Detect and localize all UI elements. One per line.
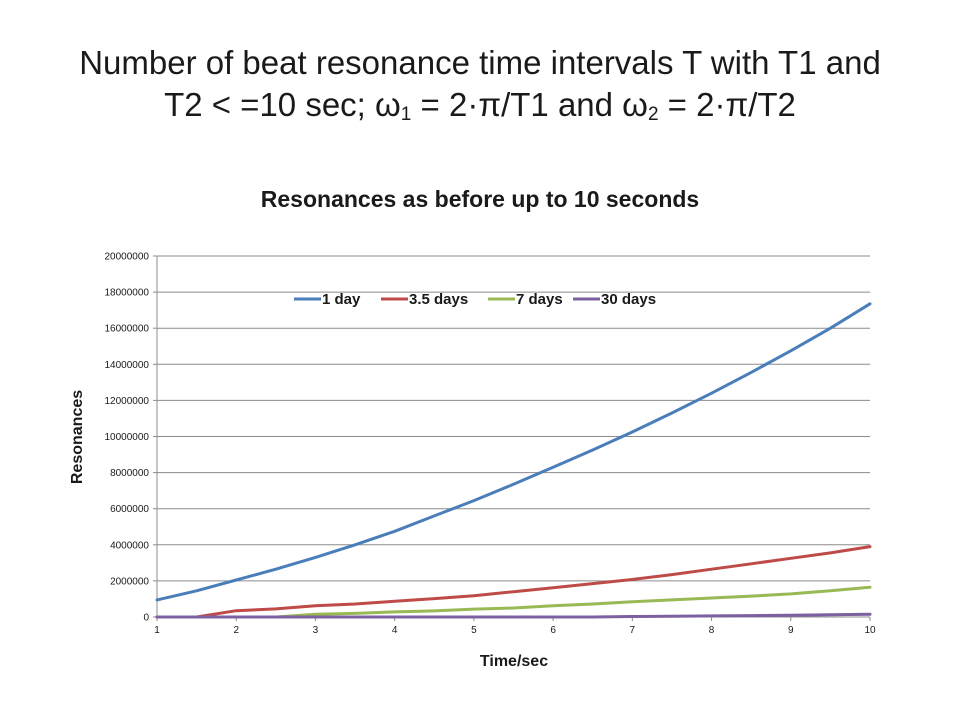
x-tick-label: 2 <box>233 625 239 636</box>
y-tick-label: 20000000 <box>105 252 150 263</box>
slide-title-part: = 2·π/T2 <box>658 86 796 123</box>
y-tick-labels: 0 2000000 4000000 6000000 8000000 10000000 120… <box>105 252 150 624</box>
x-axis-label: Time/sec <box>480 653 548 670</box>
legend-item: 3.5 days <box>381 291 468 308</box>
series-line-3-5-days <box>155 545 872 619</box>
series-line-30-days <box>155 612 872 619</box>
legend-item: 30 days <box>573 291 656 308</box>
y-tick-label: 10000000 <box>105 432 150 443</box>
x-tick-label: 9 <box>788 625 794 636</box>
legend-item: 1 day <box>294 291 361 308</box>
legend-label: 3.5 days <box>409 291 468 308</box>
y-axis-label: Resonances <box>69 390 86 484</box>
axes <box>153 255 871 621</box>
y-tick-label: 6000000 <box>110 504 149 515</box>
y-tick-label: 18000000 <box>105 288 150 299</box>
slide-title: Number of beat resonance time intervals … <box>20 42 940 126</box>
slide-title-part: T2 < =10 sec; ω <box>164 86 401 123</box>
y-tick-label: 0 <box>143 613 149 624</box>
x-tick-label: 10 <box>864 625 876 636</box>
x-tick-label: 5 <box>471 625 477 636</box>
subscript-1: 1 <box>400 104 412 125</box>
series-line-1-day <box>155 302 872 602</box>
y-tick-label: 16000000 <box>105 324 150 335</box>
y-tick-label: 14000000 <box>105 360 150 371</box>
legend-item: 7 days <box>488 291 563 308</box>
y-tick-label: 4000000 <box>110 540 149 551</box>
x-tick-labels: 1 2 3 4 5 6 7 8 9 10 <box>154 625 876 636</box>
slide-title-line2: T2 < =10 sec; ω1 = 2·π/T1 and ω2 = 2·π/T… <box>20 84 940 126</box>
x-tick-label: 6 <box>550 625 556 636</box>
slide-title-part: = 2·π/T1 and ω <box>411 86 648 123</box>
legend-label: 30 days <box>601 291 656 308</box>
y-tick-label: 8000000 <box>110 468 149 479</box>
y-tick-label: 2000000 <box>110 576 149 587</box>
x-tick-label: 7 <box>630 625 636 636</box>
series-lines <box>155 302 872 619</box>
x-tick-label: 8 <box>709 625 715 636</box>
legend-label: 7 days <box>516 291 563 308</box>
y-tick-label: 12000000 <box>105 396 150 407</box>
x-tick-label: 1 <box>154 625 160 636</box>
slide-title-line1: Number of beat resonance time intervals … <box>79 44 881 81</box>
gridlines <box>157 255 870 582</box>
x-tick-label: 3 <box>313 625 319 636</box>
subscript-2: 2 <box>647 104 659 125</box>
x-tick-label: 4 <box>392 625 398 636</box>
legend: 1 day 3.5 days 7 days 30 days <box>294 291 656 308</box>
legend-label: 1 day <box>322 291 361 308</box>
chart-title: Resonances as before up to 10 seconds <box>261 186 699 212</box>
